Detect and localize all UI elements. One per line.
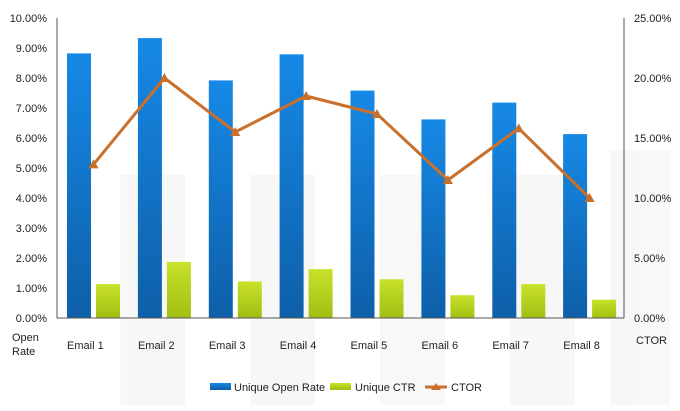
bar-unique-open-rate	[67, 53, 91, 319]
y-right-tick-label: 25.00%	[634, 13, 672, 25]
right-axis-title: CTOR	[636, 335, 667, 347]
y-left-tick-label: 3.00%	[16, 223, 47, 235]
bar-unique-ctr	[521, 284, 546, 318]
bar-unique-ctr	[96, 284, 120, 318]
point-ctor	[88, 159, 99, 169]
y-left-tick-label: 8.00%	[16, 73, 47, 85]
left-axis-title-line1: Open	[12, 332, 39, 344]
legend-label-ctor: CTOR	[451, 382, 482, 394]
x-tick-label: Email 7	[492, 340, 529, 352]
x-tick-label: Email 6	[421, 340, 458, 352]
y-right-tick-label: 0.00%	[634, 313, 665, 325]
point-ctor	[372, 109, 382, 118]
y-left-tick-label: 9.00%	[16, 43, 47, 55]
legend-marker-ctor	[431, 383, 441, 390]
y-left-tick-label: 6.00%	[16, 133, 47, 145]
legend-swatch-unique-open-rate	[210, 383, 231, 390]
bar-unique-ctr	[592, 299, 617, 318]
y-left-tick-label: 0.00%	[16, 313, 47, 325]
x-tick-label: Email 4	[280, 340, 317, 352]
bar-unique-ctr	[308, 269, 333, 318]
bar-unique-ctr	[237, 281, 262, 318]
bar-unique-open-rate	[563, 134, 588, 318]
bar-unique-open-rate	[350, 90, 375, 318]
y-left-tick-label: 4.00%	[16, 193, 47, 205]
point-ctor	[442, 175, 453, 184]
x-tick-label: Email 3	[209, 340, 246, 352]
point-ctor	[159, 73, 170, 82]
background-watermark	[120, 150, 670, 405]
legend-label-unique-ctr: Unique CTR	[355, 382, 416, 394]
y-right-tick-label: 20.00%	[634, 73, 672, 85]
bar-unique-open-rate	[421, 119, 446, 319]
bar-unique-ctr	[379, 279, 404, 318]
legend-swatch-unique-ctr	[330, 383, 351, 390]
bar-unique-open-rate	[492, 102, 517, 318]
y-right-tick-label: 10.00%	[634, 193, 672, 205]
x-tick-label: Email 5	[351, 340, 388, 352]
point-ctor	[513, 123, 524, 133]
point-ctor	[301, 91, 312, 100]
bar-unique-open-rate	[137, 38, 162, 318]
point-ctor	[230, 127, 241, 136]
x-tick-label: Email 2	[138, 340, 175, 352]
y-left-tick-label: 10.00%	[10, 13, 48, 25]
y-left-tick-label: 5.00%	[16, 163, 47, 175]
left-axis-title-line2: Rate	[12, 346, 35, 358]
bar-unique-ctr	[450, 295, 475, 318]
point-ctor	[584, 193, 595, 202]
y-right-tick-label: 15.00%	[634, 133, 672, 145]
legend-label-unique-open-rate: Unique Open Rate	[234, 382, 325, 394]
y-left-tick-label: 7.00%	[16, 103, 47, 115]
y-right-tick-label: 5.00%	[634, 253, 665, 265]
chart-legend: Unique Open Rate Unique CTR CTOR	[210, 382, 482, 394]
bar-unique-open-rate	[279, 54, 304, 319]
x-tick-label: Email 1	[67, 340, 104, 352]
line-ctor	[92, 76, 591, 200]
y-left-tick-label: 1.00%	[16, 283, 47, 295]
y-left-tick-label: 2.00%	[16, 253, 47, 265]
x-tick-label: Email 8	[563, 340, 600, 352]
bar-unique-ctr	[166, 261, 191, 318]
